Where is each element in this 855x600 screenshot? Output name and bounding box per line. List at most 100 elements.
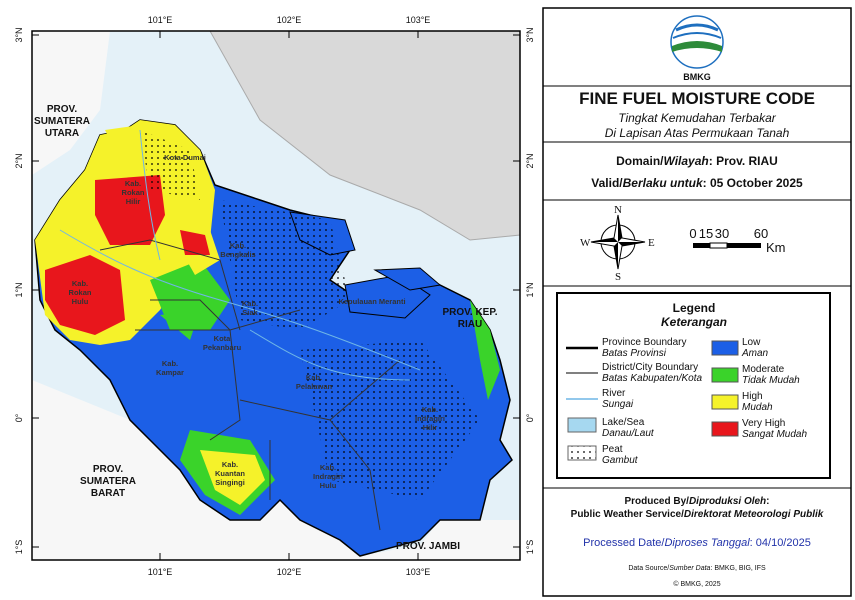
province-label: PROV. JAMBI — [396, 541, 460, 552]
district-label: Rokan — [69, 288, 92, 297]
copyright: © BMKG, 2025 — [673, 580, 720, 588]
scale-label: 60 — [754, 226, 768, 241]
legend-swatch — [711, 421, 739, 437]
legend-label-id: Sungai — [602, 399, 634, 410]
province-label: SUMATERA — [34, 116, 90, 127]
legend-swatch — [711, 394, 739, 410]
district-label: Kab. — [422, 405, 438, 414]
compass-s: S — [615, 271, 621, 283]
lon-label: 101°E — [148, 567, 173, 577]
legend-label: Low — [742, 337, 761, 348]
logo: BMKG — [670, 15, 724, 82]
district-label: Kab. — [320, 463, 336, 472]
district-label: Hilir — [423, 423, 438, 432]
info-panel — [542, 7, 852, 597]
compass-n: N — [614, 204, 622, 216]
lat-label: 1°S — [525, 540, 535, 555]
district-label: Kab. — [306, 373, 322, 382]
scale-bar: 0 15 30 60 Km — [689, 226, 785, 255]
legend-label-id: Gambut — [602, 455, 639, 466]
ffmc-area — [45, 175, 210, 335]
district-label: Kepulauan Meranti — [338, 297, 405, 306]
legend-label: Moderate — [742, 364, 785, 375]
district-label: Bengkalis — [220, 250, 255, 259]
ffmc-area — [105, 125, 265, 505]
district-label: Hulu — [320, 481, 337, 490]
district-label: Pekanbaru — [203, 343, 242, 352]
legend-label-id: Sangat Mudah — [742, 429, 807, 440]
rivers — [59, 129, 421, 381]
district-label: Indragiri — [415, 414, 445, 423]
legend-label-id: Batas Provinsi — [602, 348, 667, 359]
legend-label: High — [742, 391, 763, 402]
lat-label: 0° — [525, 413, 535, 422]
legend: Legend Keterangan Province BoundaryBatas… — [566, 301, 807, 466]
lon-label: 102°E — [277, 567, 302, 577]
legend-label-id: Mudah — [742, 402, 773, 413]
lon-label: 103°E — [406, 15, 431, 25]
legend-label: Very High — [742, 418, 785, 429]
province-label: UTARA — [45, 128, 79, 139]
island — [373, 267, 442, 291]
valid-date: Valid/Berlaku untuk: 05 October 2025 — [591, 176, 803, 190]
province-label: BARAT — [91, 488, 125, 499]
province-label: RIAU — [458, 319, 482, 330]
lon-label: 101°E — [148, 15, 173, 25]
lat-label: 1°N — [14, 282, 24, 297]
data-source: Data Source/Sumber Data: BMKG, BIG, IFS — [628, 565, 766, 572]
logo-text: BMKG — [683, 72, 711, 82]
province-label: PROV. — [93, 464, 123, 475]
district-label: Indragiri — [313, 472, 343, 481]
lon-label: 103°E — [406, 567, 431, 577]
scale-label: 30 — [715, 226, 729, 241]
district-label: Kab. — [230, 241, 246, 250]
lat-label: 1°S — [14, 540, 24, 555]
title: FINE FUEL MOISTURE CODE — [579, 89, 815, 108]
district-label: Kota Dumai — [164, 153, 206, 162]
lat-label: 2°N — [525, 153, 535, 168]
map-frame — [31, 30, 521, 561]
legend-label: District/City Boundary — [602, 362, 698, 373]
compass-w: W — [580, 237, 591, 249]
district-label: Kuantan — [215, 469, 245, 478]
district-label: Pelalawan — [296, 382, 333, 391]
legend-label-id: Batas Kabupaten/Kota — [602, 373, 703, 384]
legend-swatch — [711, 340, 739, 356]
producer: Public Weather Service/Direktorat Meteor… — [571, 509, 824, 520]
legend-title: Legend — [673, 301, 716, 315]
district-label: Kab. — [162, 359, 178, 368]
compass-e: E — [648, 237, 655, 249]
lat-label: 0° — [14, 413, 24, 422]
district-label: Kab. — [222, 460, 238, 469]
district-label: Kampar — [156, 368, 184, 377]
district-label: Kab. — [125, 179, 141, 188]
peat — [140, 130, 480, 500]
southern-provinces — [32, 380, 520, 560]
district-label: Singingi — [215, 478, 245, 487]
scale-unit: Km — [766, 240, 786, 255]
lat-label: 1°N — [525, 282, 535, 297]
subtitle: Tingkat Kemudahan Terbakar — [618, 111, 777, 125]
domain: Domain/Wilayah: Prov. RIAU — [616, 154, 778, 168]
district-label: Siak — [242, 308, 258, 317]
legend-label-id: Danau/Laut — [602, 428, 655, 439]
district-label: Rokan — [122, 188, 145, 197]
lon-label: 102°E — [277, 15, 302, 25]
legend-label: Province Boundary — [602, 337, 687, 348]
lat-label: 3°N — [525, 27, 535, 42]
province-label: SUMATERA — [80, 476, 136, 487]
district-boundaries — [99, 239, 401, 531]
ffmc-area — [150, 260, 500, 515]
district-label: Kota — [214, 334, 231, 343]
processed-date: Processed Date/Diproses Tanggal: 04/10/2… — [583, 537, 811, 549]
district-label: Kab. — [242, 299, 258, 308]
district-label: Hulu — [72, 297, 89, 306]
north-sumatra — [32, 31, 110, 175]
province-label: PROV. — [47, 104, 77, 115]
legend-label-id: Tidak Mudah — [742, 375, 800, 386]
lat-label: 3°N — [14, 27, 24, 42]
legend-label: Peat — [602, 444, 623, 455]
scale-label: 0 — [689, 226, 696, 241]
legend-label: River — [602, 388, 626, 399]
